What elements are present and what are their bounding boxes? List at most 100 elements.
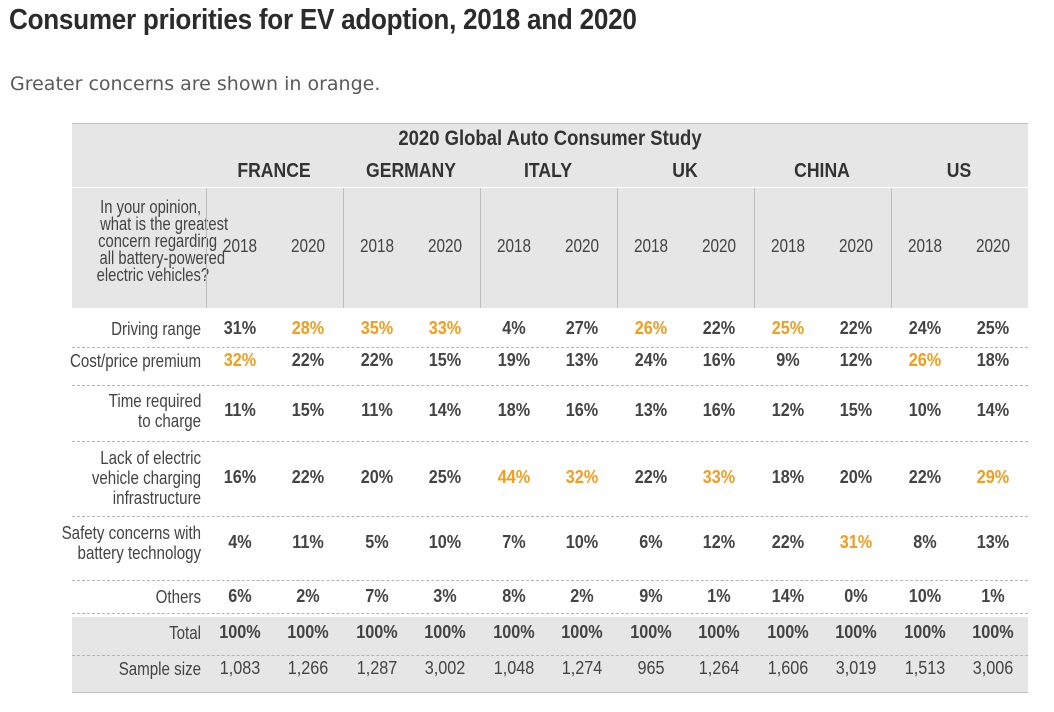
data-cell: 26% (634, 318, 668, 338)
row-label-line: Time required (108, 391, 201, 411)
row-label-line: Total (169, 623, 201, 643)
data-cell: 19% (497, 350, 531, 370)
row-label-line: Driving range (111, 319, 201, 339)
row-label-line: Others (155, 587, 201, 607)
data-cell: 1,606 (767, 658, 809, 678)
totals-band (72, 617, 1028, 692)
data-cell: 22% (771, 532, 805, 552)
data-cell: 100% (904, 622, 946, 642)
table-bottom-rule (72, 692, 1028, 693)
data-cell: 33% (702, 467, 736, 487)
data-cell: 18% (497, 400, 531, 420)
row-label: Driving range (72, 317, 201, 341)
data-cell: 100% (493, 622, 535, 642)
row-label-line: Cost/price premium (69, 351, 201, 371)
year-header: 2020 (975, 236, 1011, 256)
data-cell: 35% (360, 318, 394, 338)
data-cell: 24% (908, 318, 942, 338)
survey-question-line: what is the greatest (100, 214, 229, 234)
year-header: 2018 (907, 236, 943, 256)
data-cell: 10% (908, 400, 942, 420)
study-title: 2020 Global Auto Consumer Study (398, 127, 702, 150)
row-label-line: Lack of electric (100, 448, 201, 468)
data-cell: 1,287 (356, 658, 398, 678)
data-cell: 10% (908, 586, 942, 606)
data-cell: 100% (767, 622, 809, 642)
year-header: 2018 (359, 236, 395, 256)
data-cell: 10% (428, 532, 462, 552)
data-cell: 1,513 (904, 658, 946, 678)
data-cell: 20% (839, 467, 873, 487)
data-cell: 22% (634, 467, 668, 487)
data-cell: 16% (223, 467, 257, 487)
data-cell: 100% (356, 622, 398, 642)
data-cell: 25% (976, 318, 1010, 338)
data-cell: 13% (976, 532, 1010, 552)
country-header: FRANCE (237, 160, 311, 182)
data-cell: 14% (976, 400, 1010, 420)
year-header: 2020 (838, 236, 874, 256)
chart-subtitle: Greater concerns are shown in orange. (10, 73, 381, 95)
year-header: 2020 (427, 236, 463, 256)
data-cell: 100% (630, 622, 672, 642)
row-label: Time required to charge (72, 391, 201, 431)
country-header: ITALY (524, 160, 572, 182)
data-cell: 31% (839, 532, 873, 552)
data-cell: 965 (637, 658, 665, 678)
question-band (72, 188, 1028, 308)
data-cell: 100% (561, 622, 603, 642)
data-cell: 3% (433, 586, 457, 606)
data-cell: 25% (771, 318, 805, 338)
year-header: 2018 (496, 236, 532, 256)
data-cell: 1,266 (287, 658, 329, 678)
data-cell: 13% (565, 350, 599, 370)
data-cell: 31% (223, 318, 257, 338)
year-header: 2018 (633, 236, 669, 256)
data-cell: 100% (972, 622, 1014, 642)
row-separator (72, 385, 1028, 386)
data-cell: 4% (502, 318, 526, 338)
data-cell: 9% (776, 350, 800, 370)
column-separator (891, 188, 892, 308)
row-separator (72, 580, 1028, 581)
country-header: UK (672, 160, 698, 182)
header-band (72, 123, 1028, 187)
data-cell: 16% (565, 400, 599, 420)
data-cell: 22% (360, 350, 394, 370)
data-cell: 15% (839, 400, 873, 420)
data-cell: 32% (565, 467, 599, 487)
data-cell: 22% (291, 350, 325, 370)
data-cell: 10% (565, 532, 599, 552)
data-cell: 1,274 (561, 658, 603, 678)
data-cell: 7% (502, 532, 526, 552)
row-label-line: infrastructure (112, 488, 201, 508)
data-cell: 2% (296, 586, 320, 606)
row-separator (72, 347, 1028, 348)
row-separator (72, 613, 1028, 614)
column-separator (480, 188, 481, 308)
data-cell: 8% (502, 586, 526, 606)
data-cell: 16% (702, 350, 736, 370)
data-cell: 7% (365, 586, 389, 606)
survey-question: In your opinion, what is the greatest co… (72, 198, 228, 284)
year-header: 2018 (222, 236, 258, 256)
data-cell: 6% (639, 532, 663, 552)
data-cell: 1,083 (219, 658, 261, 678)
data-cell: 3,006 (972, 658, 1014, 678)
data-cell: 12% (702, 532, 736, 552)
data-cell: 1,048 (493, 658, 535, 678)
country-header: GERMANY (366, 160, 456, 182)
data-cell: 6% (228, 586, 252, 606)
row-label-line: to charge (137, 411, 201, 431)
data-cell: 1,264 (698, 658, 740, 678)
chart-title: Consumer priorities for EV adoption, 201… (9, 4, 637, 36)
data-cell: 100% (835, 622, 877, 642)
row-label: Safety concerns with battery technology (61, 523, 201, 563)
data-cell: 11% (224, 400, 256, 420)
data-cell: 29% (976, 467, 1010, 487)
data-cell: 18% (771, 467, 805, 487)
row-label-line: Safety concerns with (61, 523, 201, 543)
data-cell: 2% (570, 586, 594, 606)
row-label-line: vehicle charging (91, 468, 201, 488)
data-cell: 26% (908, 350, 942, 370)
